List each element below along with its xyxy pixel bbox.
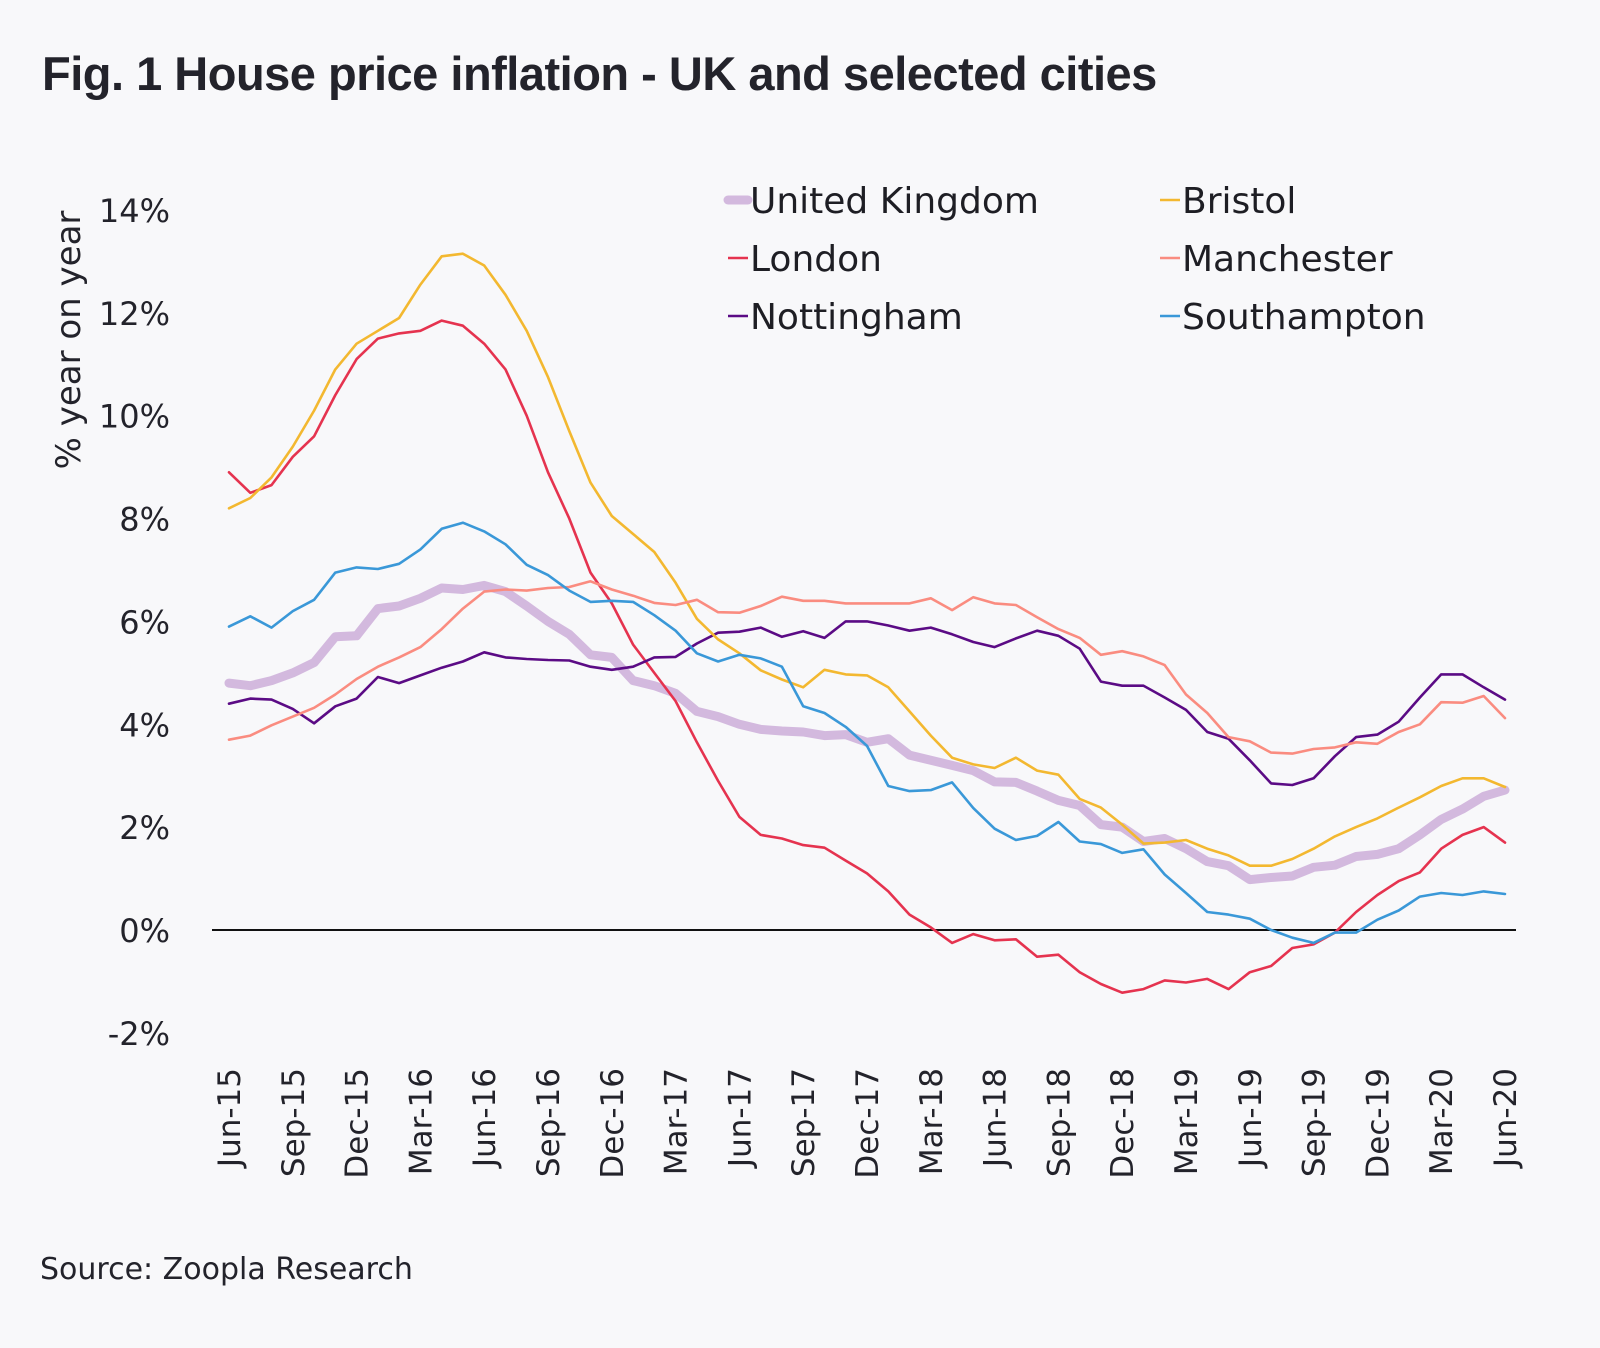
x-tick-label: Sep-18 [1041,1068,1077,1177]
legend-label: London [750,239,882,280]
y-axis-title: % year on year [49,211,89,470]
x-tick-label: Mar-18 [914,1068,950,1175]
y-tick-label: 2% [119,809,170,847]
x-tick-label: Sep-19 [1297,1068,1333,1177]
x-tick-label: Mar-19 [1169,1068,1205,1175]
legend-label: Nottingham [750,297,963,338]
x-tick-label: Jun-15 [212,1068,248,1169]
series-line-london [227,319,1507,995]
legend-label: United Kingdom [750,181,1039,222]
x-tick-label: Dec-19 [1360,1068,1396,1179]
x-tick-label: Jun-19 [1233,1068,1269,1169]
x-tick-label: Dec-17 [850,1068,886,1179]
x-tick-label: Mar-16 [403,1068,439,1175]
y-tick-label: 8% [119,501,170,539]
x-tick-label: Sep-17 [786,1068,822,1177]
source-note: Source: Zoopla Research [40,1252,413,1287]
y-tick-label: 4% [119,706,170,744]
y-tick-label: -2% [108,1015,170,1053]
x-tick-label: Dec-16 [595,1068,631,1179]
x-tick-label: Jun-20 [1488,1068,1524,1169]
series-line-bristol [227,252,1507,868]
series-line-southampton [227,521,1507,945]
y-tick-label: 14% [99,192,170,230]
y-tick-labels: -2% 0% 2% 4% 6% 8% 10% 12% 14% [99,192,170,1053]
series-line-nottingham [227,620,1507,787]
legend-label: Manchester [1182,239,1393,280]
y-tick-label: 0% [119,912,170,950]
x-tick-label: Sep-15 [276,1068,312,1177]
legend: United Kingdom Bristol London Manchester Not… [723,181,1426,338]
x-tick-labels: Jun-15 Sep-15 Dec-15 Mar-16 Jun-16 Sep-16 Dec-… [212,1068,1524,1179]
series-line-united-kingdom [224,580,1510,885]
x-tick-label: Sep-16 [531,1068,567,1177]
x-tick-label: Jun-16 [467,1068,503,1169]
x-tick-label: Mar-17 [659,1068,695,1175]
y-tick-label: 10% [99,398,170,436]
y-tick-label: 6% [119,603,170,641]
series-lines [224,252,1510,995]
x-tick-label: Jun-18 [978,1068,1014,1169]
series-line-manchester [227,579,1507,755]
x-tick-label: Dec-15 [340,1068,376,1179]
legend-label: Southampton [1182,297,1426,338]
chart-title: Fig. 1 House price inflation - UK and se… [42,47,1157,100]
y-tick-label: 12% [99,295,170,333]
x-tick-label: Jun-17 [722,1068,758,1169]
x-tick-label: Mar-20 [1424,1068,1460,1175]
x-tick-label: Dec-18 [1105,1068,1141,1179]
legend-label: Bristol [1182,181,1296,222]
